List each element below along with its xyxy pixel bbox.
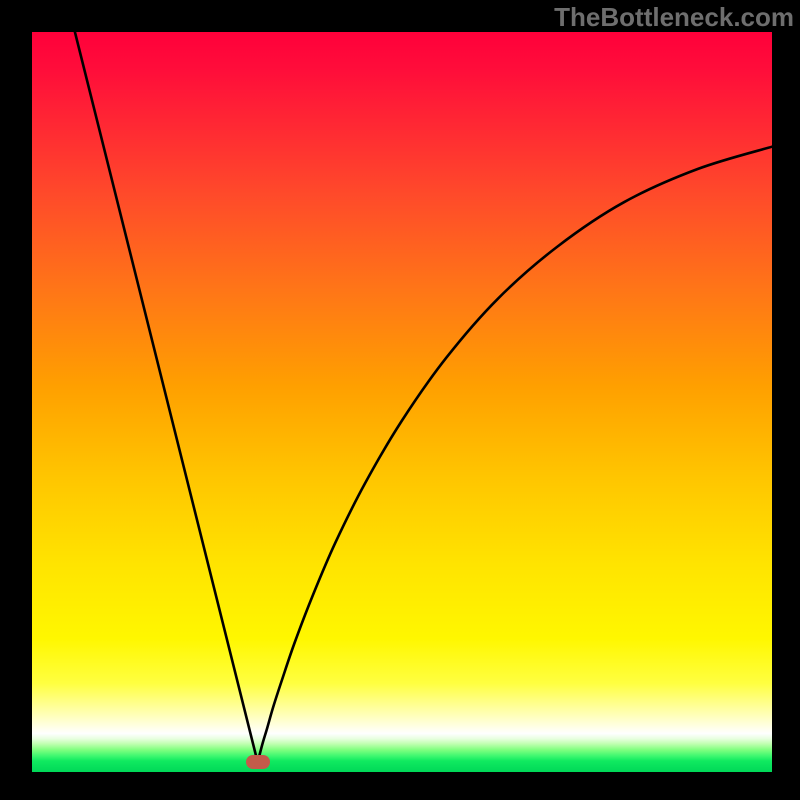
plot-svg [32,32,772,772]
chart-container: TheBottleneck.com [0,0,800,800]
vertex-marker [246,755,270,769]
watermark-text: TheBottleneck.com [554,2,794,33]
vertex-marker-svg [246,755,270,769]
plot-area [32,32,772,772]
bottleneck-curve [75,32,772,762]
